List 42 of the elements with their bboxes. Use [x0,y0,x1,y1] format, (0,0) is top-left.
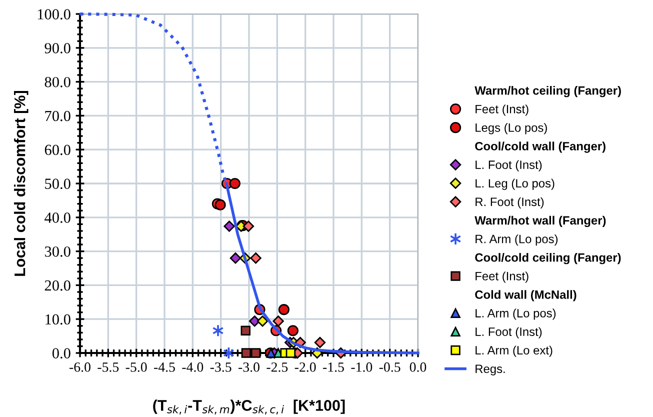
x-tick-label: -1.5 [323,362,344,372]
x-tick-label: -5.5 [98,362,119,372]
y-tick-label: 80.0 [44,76,70,88]
x-tick-label: -2.0 [294,362,316,372]
text: Warm/hot wall (Fanger) [474,216,606,228]
x-tick-label: -6.0 [70,362,90,372]
y-tick-label: 40.0 [44,212,70,223]
x-tick-label: -3.0 [238,362,260,372]
y-tick-label: 30.0 [44,246,70,257]
y-tick-label: 90.0 [44,43,70,54]
x-tick-label: -1.0 [351,362,372,372]
x-tick-label: -4.5 [154,362,175,372]
text: Warm/hot ceiling (Fanger) [474,86,621,98]
x-axis-title: (T$_{sk,i}$-T$_{sk,m}$)*C$_{sk,c,i}$ [K*100] [153,400,345,414]
legend-label: Legs (Lo pos) [476,123,547,134]
y-axis-title: Local cold discomfort [%] [14,90,28,276]
x-tick-label: 0.0 [410,362,426,372]
y-tick-label: 20.0 [44,280,70,291]
x-tick-label: -2.5 [266,362,288,372]
legend-label: R. Arm (Lo pos) [476,234,558,246]
x-tick-label: -5.0 [126,362,147,372]
x-tick-label: -4.0 [182,362,204,372]
y-tick-label: 0.0 [52,348,70,359]
x-tick-label: -3.5 [210,362,232,372]
legend-label: R. Foot (Inst) [476,197,544,208]
text: Cool/cold ceiling (Fanger) [475,252,621,264]
text: Cold wall (McNall) [475,290,576,302]
legend-label: L. Foot (Inst) [476,160,542,172]
y-tick-label: 10.0 [46,314,70,325]
y-tick-label: 100.0 [38,9,70,20]
y-tick-label: 70.0 [45,110,70,122]
legend-label: L. Arm (Lo pos) [476,308,556,320]
text: Cool/cold wall (Fanger) [475,142,606,153]
y-tick-label: 60.0 [44,144,70,156]
legend-label: Feet (Inst) [476,272,528,283]
legend-label: Feet (Inst) [476,104,528,116]
y-tick-label: 50.0 [45,178,70,190]
legend-label: L. Foot (Inst) [476,327,542,338]
legend-label: L. Leg (Lo pos) [476,178,554,190]
x-tick-label: -0.5 [379,362,400,372]
legend-label: L. Arm (Lo ext) [476,346,552,357]
legend-label: Regs. [476,364,505,376]
